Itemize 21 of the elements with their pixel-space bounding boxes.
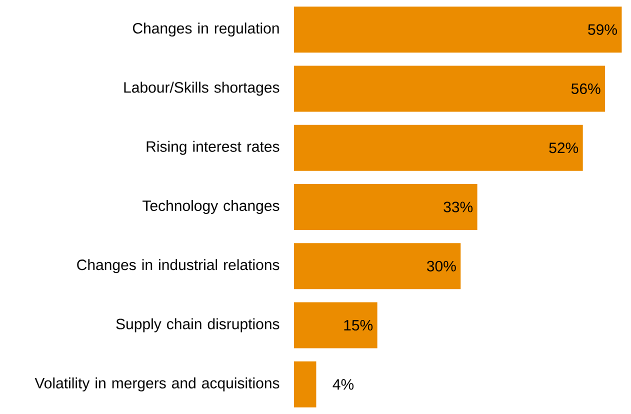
bar [294, 243, 461, 290]
y-tick-label: Labour/Skills shortages [124, 82, 280, 96]
bar [294, 66, 606, 112]
bar [294, 302, 378, 348]
y-tick-label: Volatility in mergers and acquisitions [34, 377, 280, 392]
data-label: 33% [444, 202, 473, 212]
bar [294, 124, 583, 171]
data-label: 15% [344, 320, 373, 331]
y-tick-label: Technology changes [142, 200, 280, 214]
y-tick-label: Changes in industrial relations [77, 259, 280, 274]
y-tick-label: Rising interest rates [146, 140, 280, 155]
data-label: 30% [426, 260, 456, 272]
y-tick-label: Supply chain disruptions [116, 318, 280, 332]
bar [294, 184, 478, 230]
data-label: 4% [332, 379, 354, 390]
bar [294, 361, 316, 408]
bar [294, 6, 622, 53]
data-label: 52% [549, 142, 578, 154]
data-label: 56% [571, 83, 600, 94]
y-tick-label: Changes in regulation [132, 22, 279, 37]
data-label: 59% [588, 24, 617, 35]
